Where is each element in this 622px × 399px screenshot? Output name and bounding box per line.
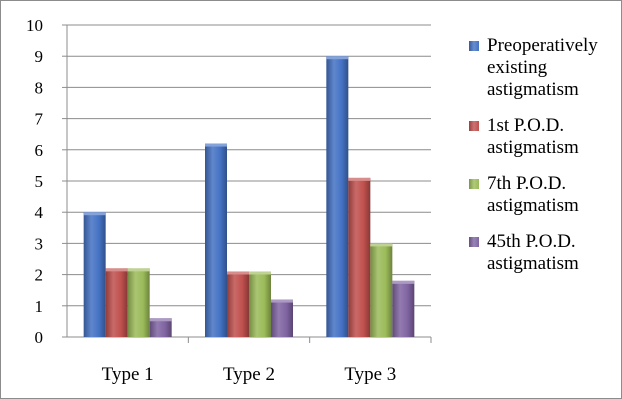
- legend-item-1st-pod: 1st P.O.D. astigmatism: [469, 115, 619, 159]
- legend-label-45th-pod: 45th P.O.D. astigmatism: [487, 231, 579, 274]
- y-tick-label: 0: [35, 328, 44, 347]
- legend-label-preoperative: Preoperatively existing astigmatism: [487, 35, 598, 100]
- y-tick-label: 9: [35, 47, 44, 66]
- bar-top-cap: [348, 177, 371, 181]
- legend-label-7th-pod: 7th P.O.D. astigmatism: [487, 173, 579, 216]
- bar: [271, 299, 293, 337]
- bar-top-cap: [205, 143, 227, 147]
- bar-top-cap: [326, 56, 349, 60]
- legend-item-7th-pod: 7th P.O.D. astigmatism: [469, 173, 619, 217]
- bar: [205, 143, 227, 337]
- bar-top-cap: [271, 299, 293, 303]
- bar-top-cap: [370, 243, 393, 247]
- y-tick-label: 2: [35, 266, 44, 285]
- y-tick-label: 8: [35, 78, 44, 97]
- chart-legend: Preoperatively existing astigmatism 1st …: [469, 35, 619, 289]
- bar-top-cap: [392, 280, 415, 284]
- legend-swatch-45th-pod: [469, 237, 479, 247]
- y-tick-label: 5: [35, 172, 44, 191]
- bar: [127, 268, 150, 337]
- bar: [348, 177, 371, 337]
- bar-top-cap: [149, 318, 172, 322]
- x-tick-label: Type 1: [102, 364, 154, 385]
- legend-item-preoperative: Preoperatively existing astigmatism: [469, 35, 619, 101]
- bar: [83, 212, 106, 337]
- y-tick-label: 6: [35, 141, 44, 160]
- x-tick-label: Type 3: [344, 364, 396, 385]
- y-tick-label: 7: [35, 110, 44, 129]
- bar-top-cap: [127, 268, 150, 272]
- legend-swatch-preoperative: [469, 41, 479, 51]
- bar-top-cap: [249, 271, 271, 275]
- bar-top-cap: [105, 268, 128, 272]
- legend-swatch-7th-pod: [469, 179, 479, 189]
- y-tick-label: 3: [35, 234, 44, 253]
- bar-top-cap: [227, 271, 249, 275]
- bar: [227, 271, 249, 337]
- bar: [149, 318, 172, 337]
- bar: [370, 243, 393, 337]
- bar: [249, 271, 271, 337]
- y-tick-label: 10: [26, 16, 43, 35]
- legend-item-45th-pod: 45th P.O.D. astigmatism: [469, 231, 619, 275]
- y-tick-label: 4: [35, 203, 44, 222]
- legend-label-1st-pod: 1st P.O.D. astigmatism: [487, 115, 579, 158]
- bar: [105, 268, 128, 337]
- x-tick-label: Type 2: [223, 364, 275, 385]
- bar-top-cap: [83, 212, 106, 216]
- legend-swatch-1st-pod: [469, 121, 479, 131]
- bar: [326, 56, 349, 337]
- y-tick-label: 1: [35, 297, 44, 316]
- bar: [392, 280, 415, 337]
